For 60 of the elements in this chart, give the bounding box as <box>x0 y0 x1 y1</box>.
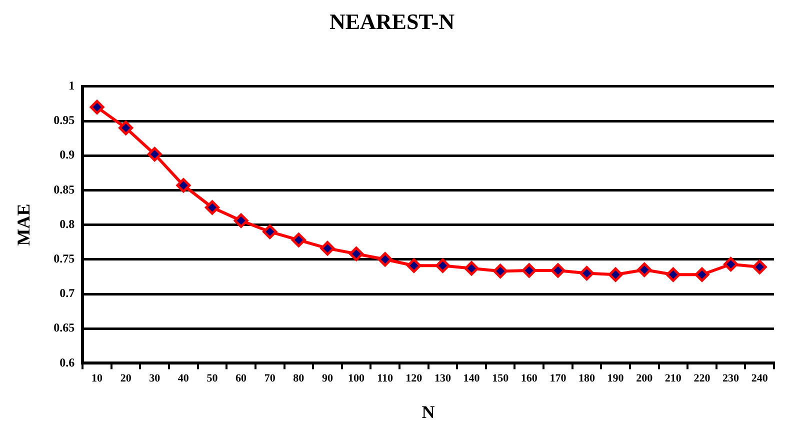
x-tick-label: 240 <box>751 372 768 385</box>
y-axis-title: MAE <box>13 204 34 246</box>
point <box>579 266 594 280</box>
y-tick-label: 0.65 <box>54 320 75 335</box>
y-tick-label: 0.85 <box>54 182 75 196</box>
x-tick-label: 120 <box>406 372 423 385</box>
y-tick-label: 0.75 <box>54 251 75 266</box>
y-tick-label: 0.9 <box>60 148 75 162</box>
point <box>608 267 623 282</box>
x-tick-label: 210 <box>664 372 682 385</box>
x-tick-label: 150 <box>492 372 510 385</box>
point <box>349 246 364 262</box>
point <box>291 232 306 248</box>
x-tick-label: 50 <box>206 372 218 385</box>
point <box>204 200 220 215</box>
y-tick-label: 0.95 <box>54 113 75 128</box>
y-tick-label: 0.8 <box>60 216 75 231</box>
point <box>550 263 566 278</box>
point <box>493 264 508 278</box>
point <box>234 213 248 228</box>
point <box>147 146 162 162</box>
x-tick-label: 140 <box>463 372 480 385</box>
chart-title: NEAREST-N <box>329 8 455 34</box>
point <box>378 252 392 267</box>
x-tick-label: 90 <box>322 372 334 385</box>
point <box>406 258 422 273</box>
x-tick-label: 180 <box>578 372 596 385</box>
x-tick-label: 230 <box>722 372 740 385</box>
x-tick-label: 200 <box>636 372 654 385</box>
x-tick-label: 190 <box>607 372 624 385</box>
x-tick-label: 60 <box>236 372 248 385</box>
x-tick-label: 110 <box>377 372 394 385</box>
x-tick-label: 40 <box>178 372 190 385</box>
point <box>262 224 278 239</box>
point <box>724 256 738 272</box>
point <box>666 267 680 282</box>
point <box>637 262 652 278</box>
x-tick-label: 20 <box>120 372 132 385</box>
y-tick-label: 0.6 <box>60 355 75 370</box>
point <box>118 120 134 136</box>
point <box>176 178 191 193</box>
point <box>522 263 536 278</box>
x-tick-label: 10 <box>92 372 104 385</box>
x-tick-label: 160 <box>520 372 538 385</box>
point <box>435 258 450 273</box>
x-tick-label: 80 <box>293 372 305 385</box>
point <box>694 267 710 282</box>
point <box>752 260 767 274</box>
x-tick-label: 130 <box>434 372 452 385</box>
x-tick-label: 100 <box>348 372 366 385</box>
x-tick-label: 30 <box>149 372 161 385</box>
y-tick-label: 1 <box>68 78 75 92</box>
x-tick-label: 170 <box>550 372 567 385</box>
point <box>464 261 479 276</box>
point <box>320 241 335 256</box>
x-tick-label: 220 <box>694 372 711 385</box>
x-axis-title: N <box>422 402 435 422</box>
x-tick-label: 70 <box>264 372 276 385</box>
point <box>90 100 104 114</box>
y-tick-label: 0.7 <box>60 286 75 300</box>
